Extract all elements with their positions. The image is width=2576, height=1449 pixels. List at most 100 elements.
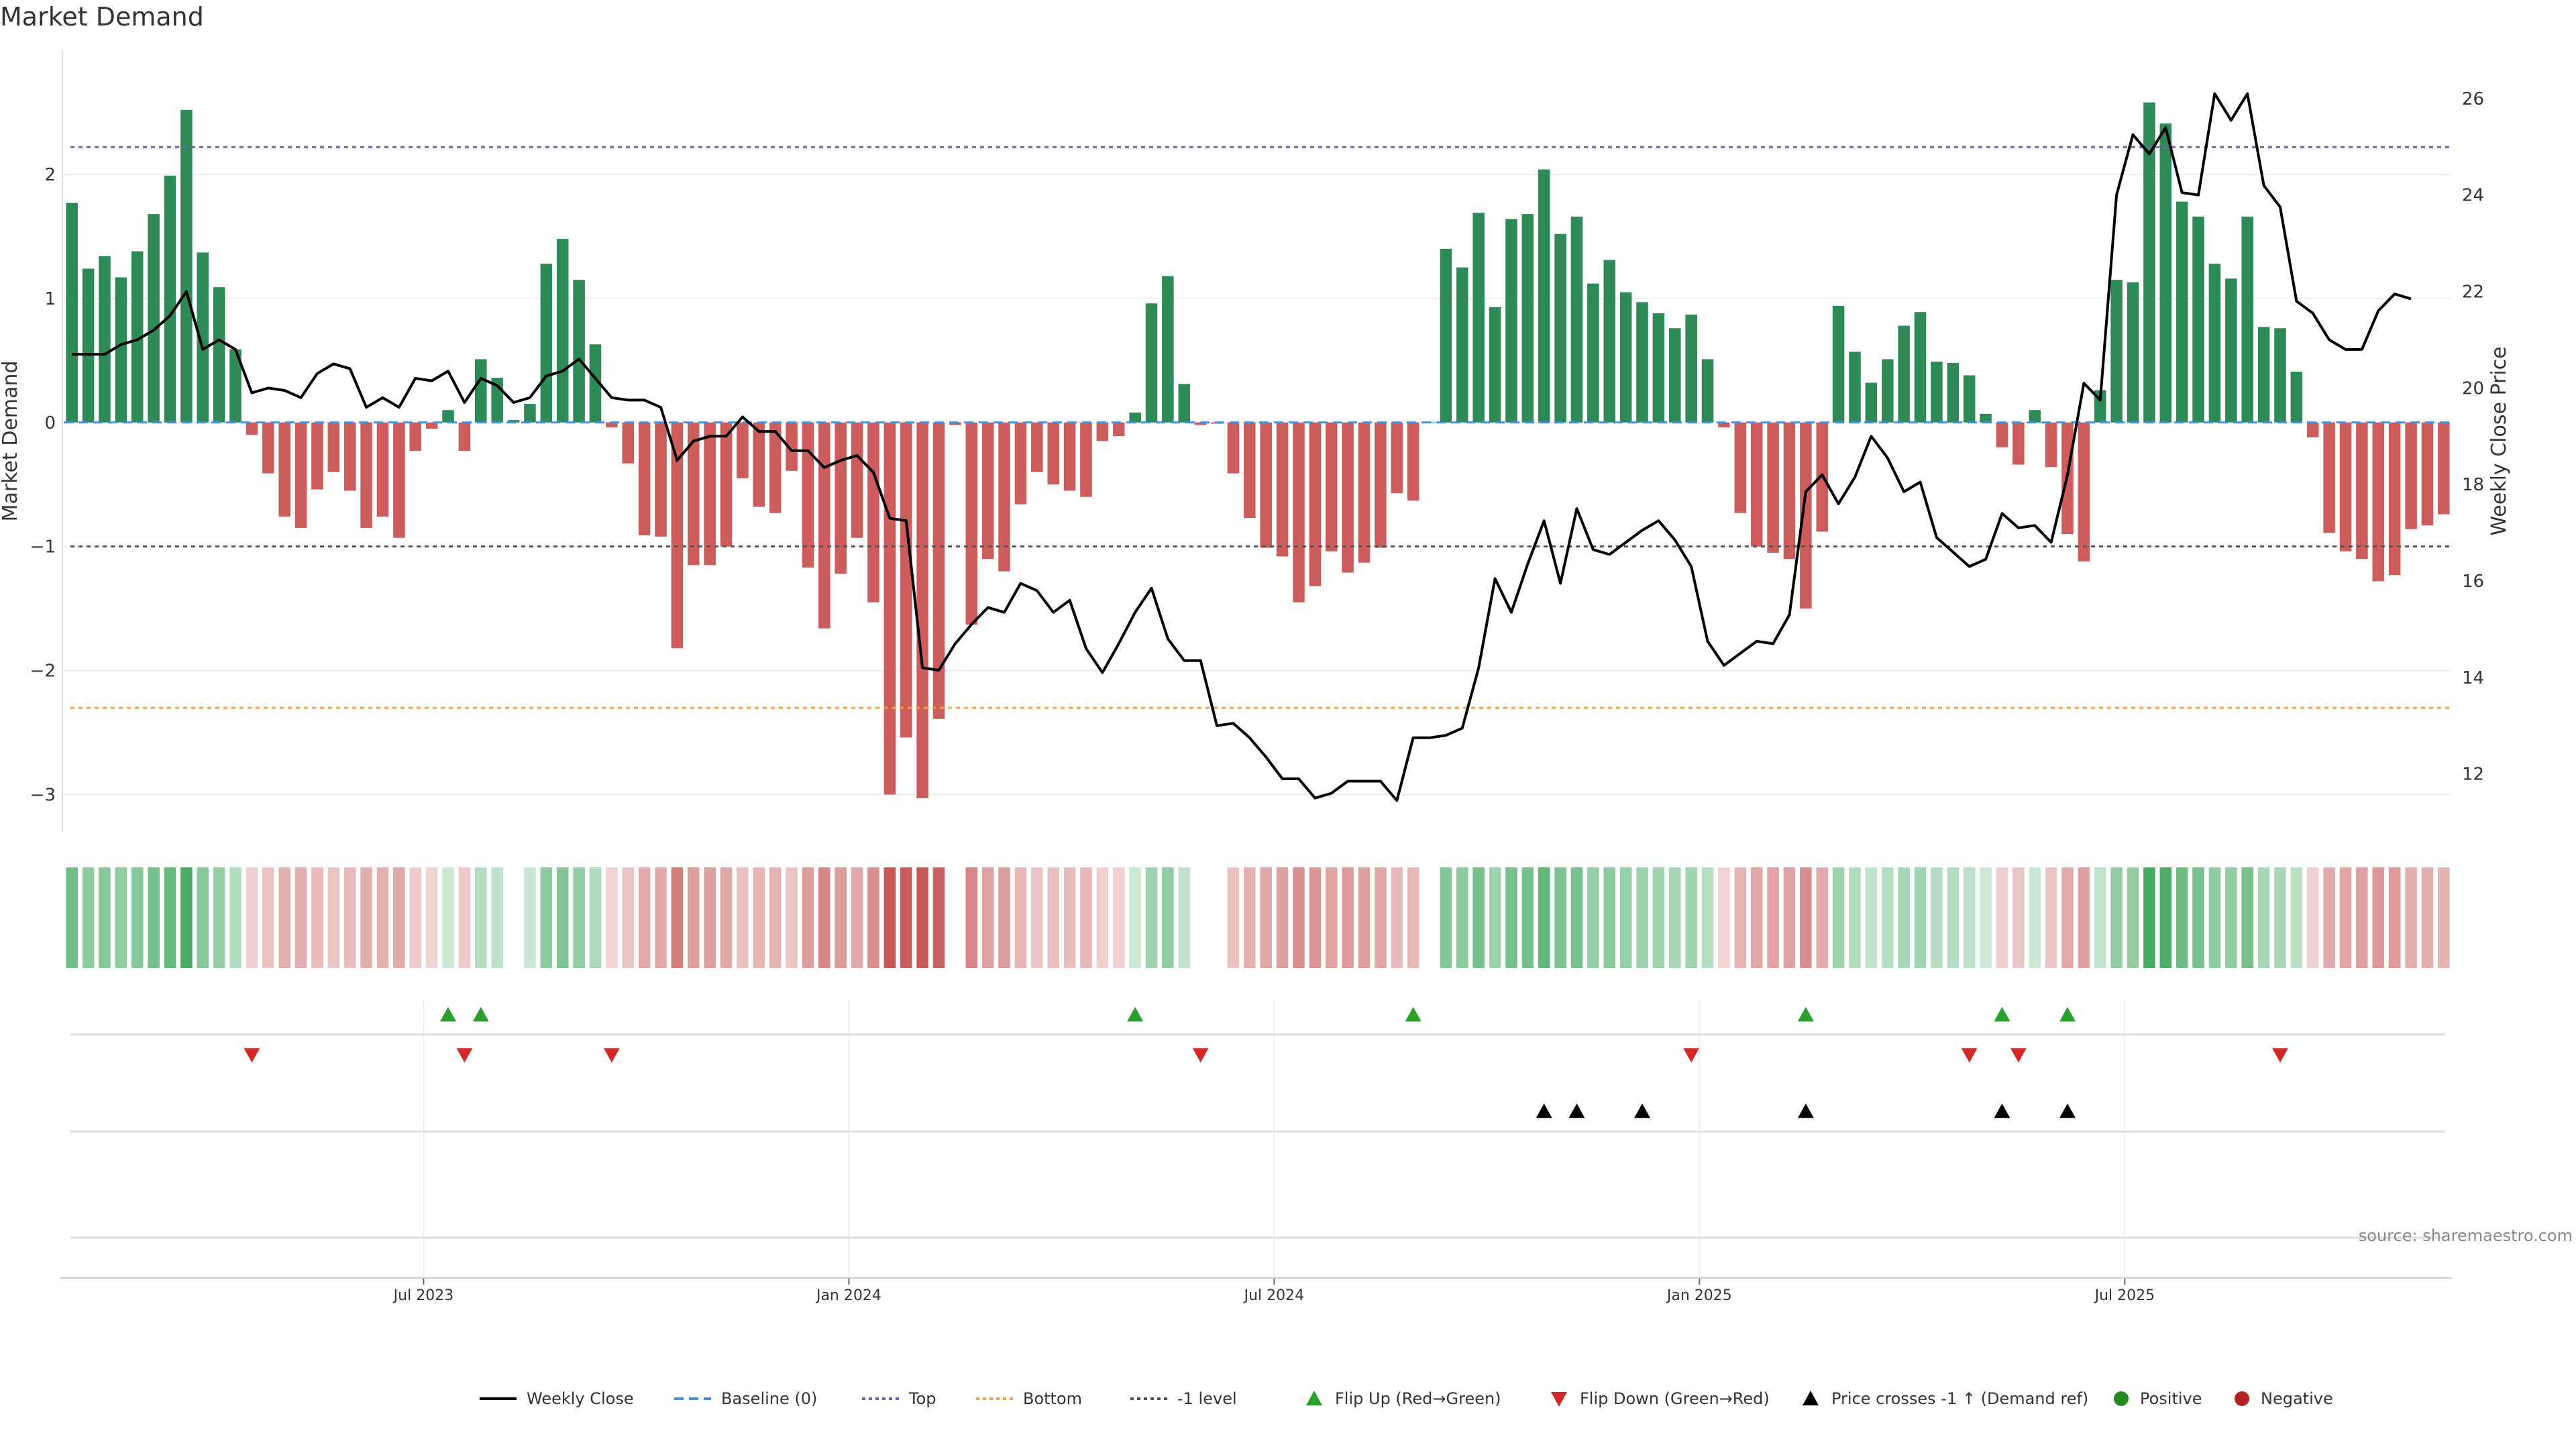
demand-bar [2176, 201, 2188, 423]
demand-bar [99, 256, 111, 423]
heat-strip-cell [2143, 867, 2155, 968]
demand-bar [1914, 312, 1927, 423]
heat-strip-cell [2061, 867, 2074, 968]
demand-bar [1685, 314, 1697, 423]
heat-strip-cell [1358, 867, 1371, 968]
flip-down-marker [1961, 1048, 1978, 1063]
heat-strip-cell [1800, 867, 1812, 968]
demand-bar [1750, 422, 1763, 547]
legend-label: Weekly Close [527, 1389, 634, 1408]
demand-bar [1652, 313, 1665, 423]
legend-item-cross: Price crosses -1 ↑ (Demand ref) [1803, 1389, 2088, 1408]
chart-title: Market Demand [0, 2, 204, 32]
demand-bar [2421, 422, 2434, 526]
heat-strip-cell [704, 867, 716, 968]
demand-bar [2290, 371, 2303, 423]
demand-bar [507, 420, 520, 423]
heat-strip-cell [2274, 867, 2286, 968]
demand-bar [1849, 352, 1861, 423]
weekly-close-polyline [72, 92, 2412, 802]
heat-strip-cell [1783, 867, 1796, 968]
demand-bar [1276, 422, 1289, 557]
price-cross-marker [2059, 1104, 2076, 1118]
heat-strip-cell [1734, 867, 1747, 968]
demand-bar [393, 422, 405, 538]
heat-strip-cell [1096, 867, 1109, 968]
demand-bar [294, 422, 307, 528]
heat-strip-cell [1227, 867, 1240, 968]
heat-strip-cell [737, 867, 749, 968]
heat-strip-cell [99, 867, 111, 968]
legend-label: Price crosses -1 ↑ (Demand ref) [1831, 1389, 2088, 1408]
heat-strip-cell [1112, 867, 1125, 968]
demand-bar [246, 422, 258, 435]
demand-bar [327, 422, 340, 472]
heat-strip-cell [229, 867, 241, 968]
heat-strip-cell [82, 867, 95, 968]
demand-bar [1358, 422, 1371, 563]
price-cross-marker [1536, 1104, 1552, 1118]
flip-down-marker [2271, 1048, 2288, 1063]
heat-strip-cell [573, 867, 585, 968]
demand-bar [1734, 422, 1747, 513]
demand-bar [1440, 248, 1452, 423]
heat-strip-cell [1375, 867, 1387, 968]
flip-down-marker [1683, 1048, 1700, 1063]
heat-strip-cell [311, 867, 323, 968]
demand-bar [2143, 102, 2155, 423]
flip-up-marker [440, 1007, 457, 1022]
heat-strip-cell [2241, 867, 2253, 968]
heat-strip-cell [2225, 867, 2237, 968]
heat-strip-cell [2290, 867, 2303, 968]
price-cross-marker [1568, 1104, 1585, 1118]
heat-strip-cell [1603, 867, 1616, 968]
demand-bar [2012, 422, 2025, 465]
heat-strip-cell [1898, 867, 1910, 968]
heat-strip-cell [491, 867, 503, 968]
heat-strip-cell [1849, 867, 1861, 968]
heat-strip-cell [606, 867, 618, 968]
heat-strip-cell [786, 867, 798, 968]
y-tick-label: −1 [30, 537, 56, 557]
demand-bar [1931, 362, 1943, 423]
demand-bar [622, 422, 635, 464]
flip-down-marker [603, 1048, 620, 1063]
heat-strip-cell [376, 867, 389, 968]
flip-down-marker [456, 1048, 473, 1063]
heat-strip-cell [2078, 867, 2090, 968]
flip-up-marker [1127, 1007, 1144, 1022]
demand-bar [1244, 422, 1256, 519]
heat-strip-cell [1652, 867, 1665, 968]
demand-bar [769, 422, 782, 513]
legend-label: Baseline (0) [721, 1389, 817, 1408]
demand-bar [589, 344, 602, 423]
price-cross-marker [1797, 1104, 1814, 1118]
y-tick-label: −2 [30, 661, 56, 682]
demand-bar [458, 422, 471, 451]
demand-bar [998, 422, 1010, 572]
demand-bar [1031, 422, 1043, 472]
heat-strip-cell [2356, 867, 2368, 968]
heat-strip-cell [2306, 867, 2319, 968]
heat-strip-cell [1963, 867, 1976, 968]
demand-bar [753, 422, 765, 507]
heat-strip-cell [1244, 867, 1256, 968]
heat-strip-cell [278, 867, 290, 968]
demand-bar [932, 422, 945, 719]
demand-bar [737, 422, 749, 478]
heat-strip-cell [1767, 867, 1779, 968]
y-tick-label: −3 [30, 786, 56, 806]
demand-bar [2438, 422, 2450, 515]
demand-bar [1325, 422, 1338, 552]
heat-strip-cell [1881, 867, 1894, 968]
demand-bar [2323, 422, 2335, 533]
price-cross-marker [1634, 1104, 1651, 1118]
demand-bar [1898, 325, 1910, 423]
demand-bar [1538, 169, 1550, 423]
heat-strip-cell [1407, 867, 1419, 968]
demand-bar [1669, 328, 1681, 423]
heat-strip-cell [998, 867, 1010, 968]
heat-strip-cell [867, 867, 879, 968]
demand-bar [2339, 422, 2352, 552]
demand-bar [409, 422, 422, 451]
